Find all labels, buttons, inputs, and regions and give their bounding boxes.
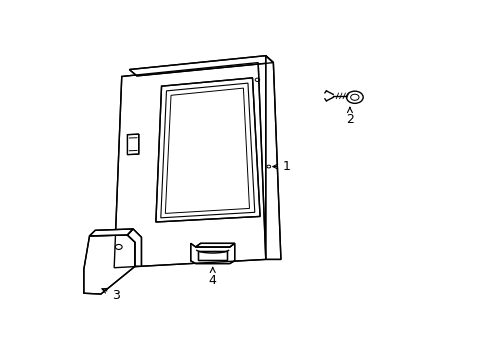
Polygon shape <box>127 134 139 155</box>
Polygon shape <box>114 63 265 268</box>
Text: 1: 1 <box>272 160 290 173</box>
Polygon shape <box>156 78 260 222</box>
Polygon shape <box>84 235 135 294</box>
Polygon shape <box>89 229 133 236</box>
Polygon shape <box>198 251 226 260</box>
Polygon shape <box>129 56 273 76</box>
Text: 2: 2 <box>345 107 353 126</box>
Polygon shape <box>190 243 234 264</box>
Text: 3: 3 <box>102 288 120 302</box>
Polygon shape <box>265 56 280 260</box>
Polygon shape <box>195 243 234 247</box>
Polygon shape <box>127 229 141 266</box>
Text: 4: 4 <box>208 267 216 287</box>
